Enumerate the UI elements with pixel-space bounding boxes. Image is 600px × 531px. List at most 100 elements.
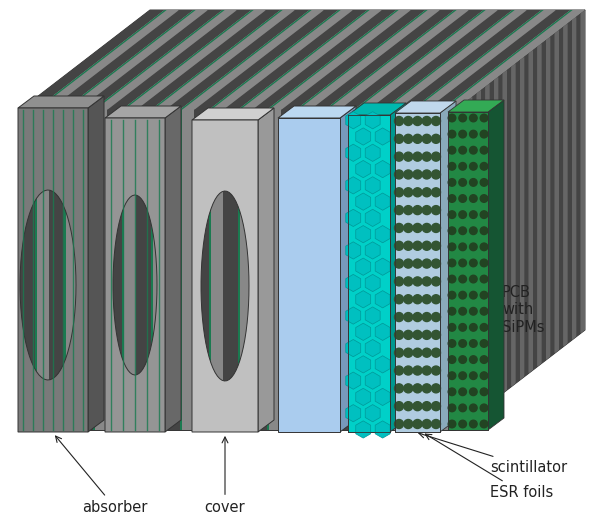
Circle shape — [480, 356, 488, 363]
Circle shape — [413, 116, 422, 125]
Circle shape — [422, 366, 431, 375]
Polygon shape — [375, 160, 390, 178]
Polygon shape — [490, 80, 494, 404]
Polygon shape — [383, 110, 397, 430]
Circle shape — [422, 419, 431, 429]
Circle shape — [422, 295, 431, 304]
Polygon shape — [356, 356, 371, 373]
Polygon shape — [538, 44, 542, 367]
Polygon shape — [325, 110, 326, 430]
Polygon shape — [346, 339, 361, 357]
Circle shape — [431, 330, 440, 339]
Polygon shape — [92, 10, 237, 110]
PathPatch shape — [192, 120, 258, 432]
Circle shape — [459, 275, 466, 283]
Polygon shape — [121, 110, 124, 430]
Circle shape — [448, 404, 456, 412]
Polygon shape — [64, 10, 208, 110]
Polygon shape — [375, 323, 390, 340]
Circle shape — [448, 420, 456, 428]
Polygon shape — [365, 405, 380, 422]
Circle shape — [459, 259, 466, 267]
Polygon shape — [346, 275, 361, 292]
Circle shape — [422, 188, 431, 197]
Polygon shape — [151, 110, 165, 430]
Circle shape — [413, 188, 422, 197]
Polygon shape — [179, 10, 311, 110]
Circle shape — [448, 275, 456, 283]
Polygon shape — [310, 10, 455, 110]
Polygon shape — [397, 10, 542, 110]
Circle shape — [413, 241, 422, 250]
Polygon shape — [179, 110, 194, 430]
Circle shape — [470, 178, 477, 186]
Circle shape — [413, 313, 422, 322]
Polygon shape — [395, 113, 440, 432]
Polygon shape — [266, 10, 398, 110]
Polygon shape — [365, 275, 380, 292]
Circle shape — [470, 388, 477, 396]
Polygon shape — [520, 57, 524, 380]
Polygon shape — [353, 110, 356, 430]
Circle shape — [422, 277, 431, 286]
Circle shape — [470, 195, 477, 202]
Polygon shape — [375, 356, 390, 373]
Polygon shape — [151, 10, 295, 110]
Polygon shape — [353, 10, 498, 110]
Circle shape — [448, 388, 456, 396]
Polygon shape — [529, 50, 533, 373]
Polygon shape — [20, 110, 35, 430]
Polygon shape — [356, 290, 371, 308]
Polygon shape — [559, 27, 563, 350]
Circle shape — [431, 241, 440, 250]
Circle shape — [448, 211, 456, 218]
Circle shape — [404, 116, 413, 125]
Circle shape — [395, 401, 404, 410]
Circle shape — [395, 134, 404, 143]
Circle shape — [480, 259, 488, 267]
Polygon shape — [375, 193, 390, 210]
Circle shape — [470, 259, 477, 267]
Circle shape — [448, 162, 456, 170]
Circle shape — [395, 384, 404, 393]
Circle shape — [404, 419, 413, 429]
Circle shape — [404, 384, 413, 393]
Circle shape — [459, 211, 466, 218]
Circle shape — [459, 372, 466, 380]
Polygon shape — [165, 10, 310, 110]
Polygon shape — [397, 110, 412, 430]
Polygon shape — [375, 226, 390, 243]
Circle shape — [422, 152, 431, 161]
Polygon shape — [346, 372, 361, 389]
Circle shape — [459, 420, 466, 428]
PathPatch shape — [105, 118, 165, 432]
Polygon shape — [194, 110, 209, 430]
Circle shape — [459, 292, 466, 299]
Polygon shape — [192, 108, 274, 120]
Polygon shape — [278, 106, 356, 118]
Polygon shape — [165, 106, 181, 432]
Polygon shape — [426, 10, 571, 110]
Polygon shape — [494, 76, 499, 400]
Polygon shape — [440, 101, 456, 432]
Circle shape — [422, 205, 431, 215]
Circle shape — [422, 384, 431, 393]
Circle shape — [470, 356, 477, 363]
Polygon shape — [572, 16, 577, 340]
Circle shape — [422, 224, 431, 233]
Polygon shape — [365, 112, 380, 129]
Polygon shape — [346, 242, 361, 259]
Circle shape — [431, 348, 440, 357]
Polygon shape — [20, 10, 164, 110]
Polygon shape — [485, 83, 490, 407]
Circle shape — [395, 205, 404, 215]
Polygon shape — [35, 10, 179, 110]
Polygon shape — [105, 106, 181, 118]
Polygon shape — [266, 110, 269, 430]
Polygon shape — [296, 10, 440, 110]
Circle shape — [448, 356, 456, 363]
Circle shape — [480, 227, 488, 235]
Polygon shape — [278, 118, 340, 432]
Polygon shape — [472, 93, 476, 417]
Polygon shape — [546, 37, 550, 360]
